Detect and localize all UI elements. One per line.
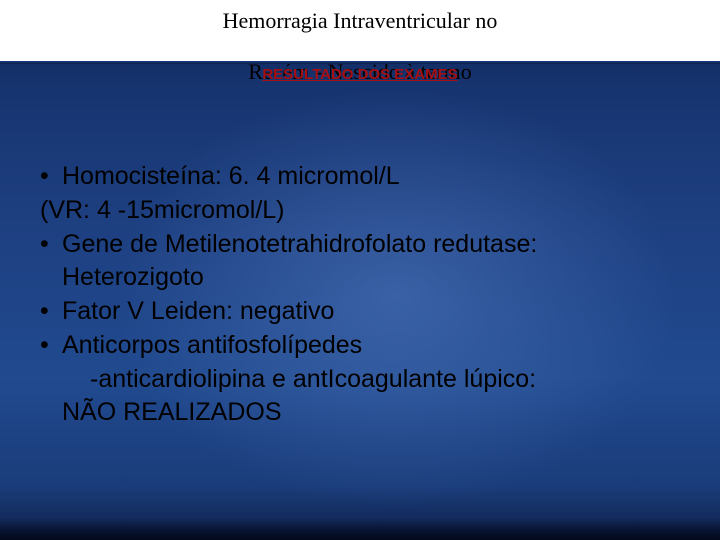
list-item-text: Homocisteína: 6. 4 micromol/L: [62, 160, 400, 194]
list-item: -anticardiolipina e antIcoagulante lúpic…: [40, 363, 680, 397]
list-item: • Fator V Leiden: negativo: [40, 295, 680, 329]
list-item: Heterozigoto: [40, 261, 680, 295]
slide-subheader: RESULTADO DOS EXAMES: [0, 66, 720, 83]
list-item-text: Anticorpos antifosfolípedes: [62, 329, 362, 363]
list-item-text: Fator V Leiden: negativo: [62, 295, 334, 329]
bullet-icon: •: [40, 329, 62, 363]
list-item: NÃO REALIZADOS: [40, 396, 680, 430]
header-bar: Hemorragia Intraventricular no Recém - N…: [0, 0, 720, 64]
bullet-icon: •: [40, 228, 62, 262]
list-item: • Anticorpos antifosfolípedes: [40, 329, 680, 363]
list-item-text: NÃO REALIZADOS: [62, 398, 282, 426]
content-area: • Homocisteína: 6. 4 micromol/L (VR: 4 -…: [40, 160, 680, 430]
list-item-text: Gene de Metilenotetrahidrofolato redutas…: [62, 228, 537, 262]
title-line-1: Hemorragia Intraventricular no: [223, 8, 498, 33]
bullet-icon: •: [40, 295, 62, 329]
list-item: (VR: 4 -15micromol/L): [40, 194, 680, 228]
list-item-text: Heterozigoto: [62, 263, 204, 291]
list-item: • Homocisteína: 6. 4 micromol/L: [40, 160, 680, 194]
list-item-text: -anticardiolipina e antIcoagulante lúpic…: [90, 365, 536, 393]
bullet-icon: •: [40, 160, 62, 194]
slide: Hemorragia Intraventricular no Recém - N…: [0, 0, 720, 540]
list-item: • Gene de Metilenotetrahidrofolato redut…: [40, 228, 680, 262]
list-item-text: (VR: 4 -15micromol/L): [40, 196, 285, 224]
